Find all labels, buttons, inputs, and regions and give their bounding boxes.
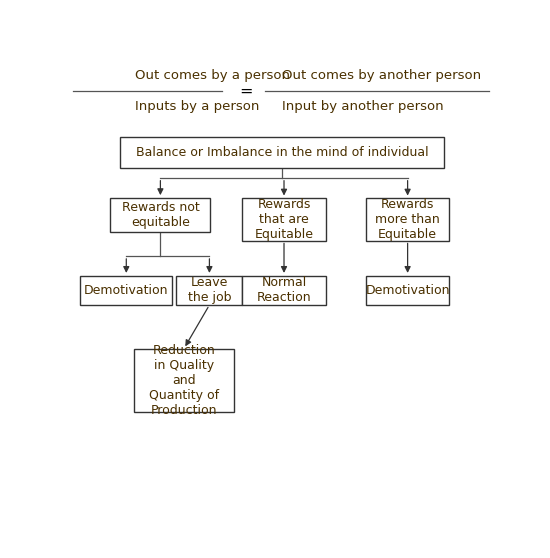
Text: Leave
the job: Leave the job xyxy=(188,276,231,304)
FancyBboxPatch shape xyxy=(134,349,234,412)
Text: Demotivation: Demotivation xyxy=(84,284,168,297)
Text: Inputs by a person: Inputs by a person xyxy=(135,100,259,113)
Text: Out comes by another person: Out comes by another person xyxy=(282,69,481,81)
FancyBboxPatch shape xyxy=(80,276,172,305)
FancyBboxPatch shape xyxy=(177,276,243,305)
FancyBboxPatch shape xyxy=(243,276,326,305)
FancyBboxPatch shape xyxy=(243,199,326,240)
Text: Rewards
more than
Equitable: Rewards more than Equitable xyxy=(375,198,440,241)
Text: Input by another person: Input by another person xyxy=(282,100,443,113)
Text: Reduction
in Quality
and
Quantity of
Production: Reduction in Quality and Quantity of Pro… xyxy=(148,344,219,417)
Text: Demotivation: Demotivation xyxy=(365,284,450,297)
Text: Normal
Reaction: Normal Reaction xyxy=(257,276,311,304)
Text: Out comes by a person: Out comes by a person xyxy=(135,69,290,81)
FancyBboxPatch shape xyxy=(366,276,449,305)
FancyBboxPatch shape xyxy=(111,198,211,232)
Text: Rewards not
equitable: Rewards not equitable xyxy=(122,201,199,229)
Text: =: = xyxy=(239,84,252,99)
Text: Rewards
that are
Equitable: Rewards that are Equitable xyxy=(255,198,313,241)
FancyBboxPatch shape xyxy=(366,199,449,240)
Text: Balance or Imbalance in the mind of individual: Balance or Imbalance in the mind of indi… xyxy=(135,146,428,160)
FancyBboxPatch shape xyxy=(120,137,444,169)
